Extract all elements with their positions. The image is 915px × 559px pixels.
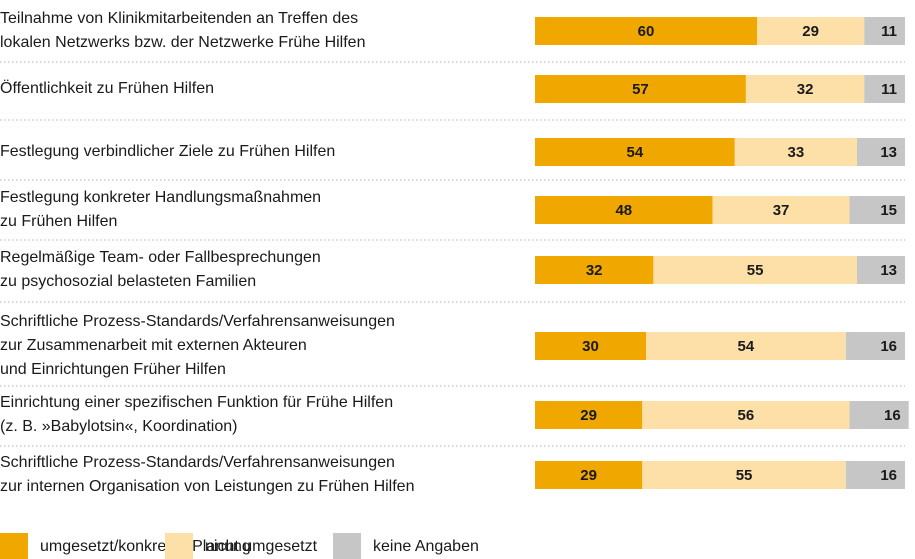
bar-segment	[849, 196, 905, 224]
bar-segment	[535, 138, 735, 166]
value-label: 11	[881, 81, 897, 98]
value-label: 54	[738, 338, 755, 355]
category-label: Öffentlichkeit zu Frühen Hilfen	[0, 79, 214, 97]
bar-segment	[757, 17, 865, 45]
category-label: Schriftliche Prozess-Standards/Verfahren…	[0, 454, 414, 495]
value-label: 32	[797, 81, 814, 98]
bar-segment	[745, 75, 865, 103]
legend-label: umgesetzt/konkret in Planung	[40, 538, 251, 555]
value-label: 54	[627, 144, 644, 161]
value-label: 33	[788, 144, 805, 161]
bar-segment	[642, 401, 850, 429]
bar-segment	[849, 401, 909, 429]
bar-segment	[734, 138, 857, 166]
bar-segment	[646, 332, 846, 360]
legend-swatch	[0, 533, 28, 559]
bar-segment	[535, 75, 746, 103]
bar-segment	[535, 461, 643, 489]
value-label: 48	[615, 202, 632, 219]
value-label: 37	[773, 202, 790, 219]
bar-segment	[535, 196, 713, 224]
value-label: 11	[881, 23, 897, 40]
value-label: 13	[880, 262, 897, 279]
category-label: Regelmäßige Team- oder Fallbesprechungen…	[0, 249, 321, 290]
bar-segment	[535, 401, 643, 429]
value-label: 60	[638, 23, 655, 40]
bar-segment	[845, 461, 905, 489]
bar-segment	[653, 256, 857, 284]
value-label: 13	[880, 144, 897, 161]
value-label: 29	[580, 467, 597, 484]
bar-segment	[856, 256, 905, 284]
category-label: Festlegung konkreter Handlungsmaßnahmen z…	[0, 189, 321, 230]
legend-swatch	[165, 533, 193, 559]
legend-label: nicht umgesetzt	[205, 538, 318, 555]
bar-segment	[535, 256, 654, 284]
legend-label: keine Angaben	[373, 538, 479, 555]
category-label: Schriftliche Prozess-Standards/Verfahren…	[0, 313, 395, 378]
bar-segment	[864, 17, 905, 45]
category-label: Teilnahme von Klinikmitarbeitenden an Tr…	[0, 10, 365, 51]
value-label: 55	[747, 262, 764, 279]
category-label: Festlegung verbindlicher Ziele zu Frühen…	[0, 143, 335, 160]
bar-segment	[535, 17, 757, 45]
value-label: 29	[580, 407, 597, 424]
value-label: 29	[802, 23, 819, 40]
bar-segment	[845, 332, 905, 360]
value-label: 57	[632, 81, 649, 98]
value-label: 16	[880, 338, 897, 355]
bar-segment	[642, 461, 846, 489]
value-label: 32	[586, 262, 603, 279]
value-label: 30	[582, 338, 599, 355]
bar-segment	[856, 138, 905, 166]
category-label: Einrichtung einer spezifischen Funktion …	[0, 394, 393, 435]
bar-segment	[864, 75, 905, 103]
value-label: 55	[736, 467, 753, 484]
legend-swatch	[333, 533, 361, 559]
value-label: 16	[884, 407, 901, 424]
value-label: 56	[738, 407, 755, 424]
bar-segment	[712, 196, 850, 224]
bar-segment	[535, 332, 646, 360]
value-label: 16	[880, 467, 897, 484]
value-label: 15	[880, 202, 897, 219]
